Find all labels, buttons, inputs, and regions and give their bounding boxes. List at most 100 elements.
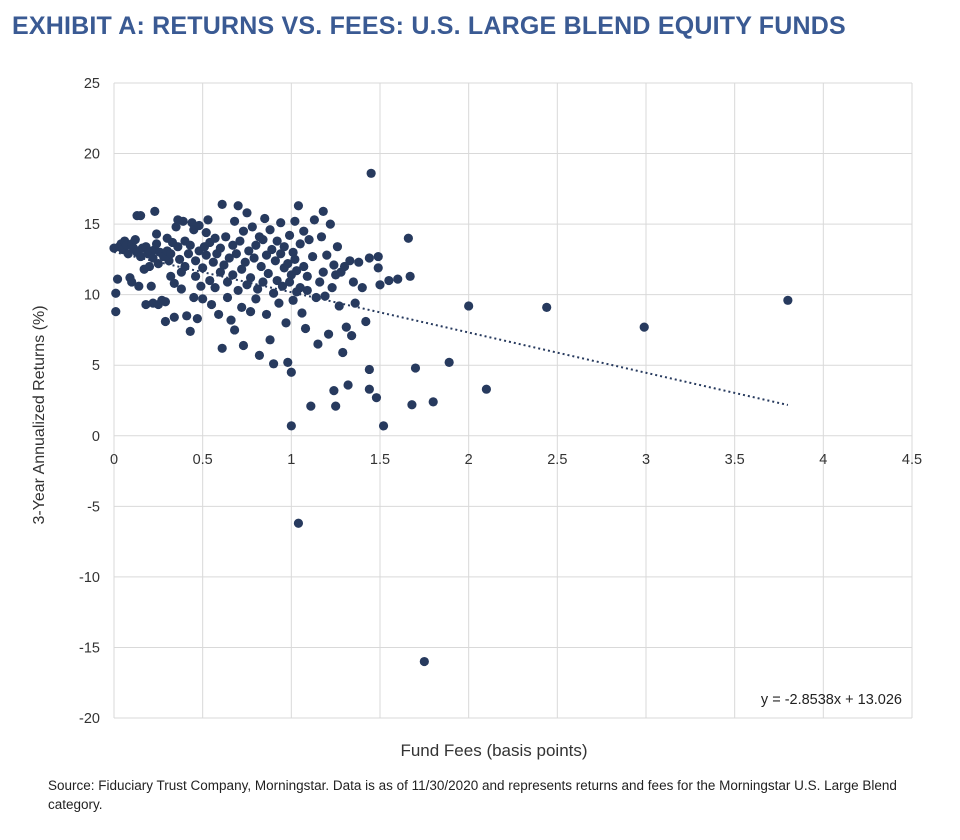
trendline-equation: y = -2.8538x + 13.026 xyxy=(761,692,902,708)
data-point xyxy=(169,312,179,322)
data-point xyxy=(290,216,300,226)
data-point xyxy=(214,309,224,320)
y-tick-label: -10 xyxy=(79,570,100,586)
data-point xyxy=(210,283,220,293)
data-point xyxy=(384,275,394,286)
data-point xyxy=(151,229,162,239)
data-point xyxy=(348,277,358,287)
data-point xyxy=(215,267,225,277)
data-point xyxy=(276,218,286,228)
data-point xyxy=(364,253,374,263)
data-point xyxy=(444,357,454,367)
data-point xyxy=(251,240,261,250)
data-point xyxy=(134,281,144,291)
y-tick-label: -20 xyxy=(79,711,100,727)
data-point xyxy=(238,226,249,236)
data-point xyxy=(231,249,241,259)
x-tick-label: 2.5 xyxy=(547,452,567,468)
data-point xyxy=(366,168,376,178)
trendline xyxy=(113,250,789,406)
data-point xyxy=(347,330,357,341)
data-point xyxy=(405,271,415,281)
data-point xyxy=(173,242,183,252)
data-point xyxy=(295,239,305,249)
data-point xyxy=(127,277,137,287)
scatter-chart: 0 0.5 1 1.5 2 2.5 3 3.5 4 4.5 25 20 15 10 5 0 -5 -10 -15 -… xyxy=(31,76,922,760)
data-point xyxy=(350,298,360,308)
data-point xyxy=(160,297,171,307)
data-point xyxy=(306,401,316,411)
data-point xyxy=(229,216,240,226)
data-point xyxy=(203,215,213,225)
data-point xyxy=(206,299,217,310)
data-point xyxy=(288,295,298,305)
data-point xyxy=(254,350,265,360)
data-point xyxy=(286,421,296,431)
data-point xyxy=(226,315,236,325)
data-point xyxy=(233,285,243,296)
data-point xyxy=(332,242,343,252)
data-point xyxy=(407,400,417,410)
data-point xyxy=(160,316,171,327)
data-point xyxy=(111,307,121,317)
data-point xyxy=(267,244,277,255)
data-point xyxy=(238,340,249,351)
chart-title: EXHIBIT A: RETURNS VS. FEES: U.S. LARGE … xyxy=(12,12,846,40)
data-point xyxy=(258,235,268,245)
data-point xyxy=(542,302,552,312)
data-point xyxy=(277,281,288,291)
data-point xyxy=(428,397,438,407)
data-point xyxy=(341,322,351,332)
data-point xyxy=(403,233,413,243)
data-point xyxy=(410,363,421,373)
data-point xyxy=(281,318,291,328)
x-tick-label: 3.5 xyxy=(725,452,745,468)
data-point xyxy=(323,329,334,339)
data-point xyxy=(187,218,197,228)
data-point xyxy=(171,222,181,232)
data-point xyxy=(196,281,206,291)
data-point xyxy=(288,247,298,257)
data-point xyxy=(224,253,234,263)
data-point xyxy=(141,299,151,310)
y-tick-label: -15 xyxy=(79,640,100,656)
data-point xyxy=(284,230,295,240)
data-point xyxy=(210,233,220,243)
data-point xyxy=(185,326,195,336)
data-point xyxy=(175,254,185,264)
data-point xyxy=(265,335,275,345)
data-point xyxy=(256,261,266,272)
data-point xyxy=(215,243,225,253)
data-point xyxy=(185,240,195,250)
data-point xyxy=(293,518,304,528)
data-point xyxy=(228,240,238,250)
data-point xyxy=(334,301,344,311)
data-point xyxy=(136,251,146,262)
data-point xyxy=(354,257,364,267)
data-point xyxy=(217,199,227,209)
data-point xyxy=(166,249,176,259)
data-point xyxy=(302,285,312,296)
data-point xyxy=(221,232,231,242)
data-point xyxy=(373,251,383,262)
data-point xyxy=(338,347,348,358)
data-point xyxy=(240,257,250,267)
data-point xyxy=(315,277,325,287)
data-point xyxy=(295,283,305,293)
data-point xyxy=(242,280,252,290)
data-point xyxy=(208,257,218,267)
y-tick-label: 25 xyxy=(84,76,100,92)
data-point xyxy=(322,250,332,260)
data-point xyxy=(308,251,318,262)
y-tick-label: -5 xyxy=(87,499,100,515)
data-point xyxy=(320,291,330,301)
chart-area: 0 0.5 1 1.5 2 2.5 3 3.5 4 4.5 25 20 15 10 5 0 -5 -10 -15 -… xyxy=(0,60,960,780)
data-point xyxy=(276,249,286,259)
data-point xyxy=(258,277,268,287)
data-point xyxy=(311,292,321,303)
data-point xyxy=(245,307,256,317)
trendline-path xyxy=(113,250,789,406)
data-point xyxy=(222,277,233,287)
data-point xyxy=(269,288,279,298)
data-point xyxy=(176,284,186,294)
